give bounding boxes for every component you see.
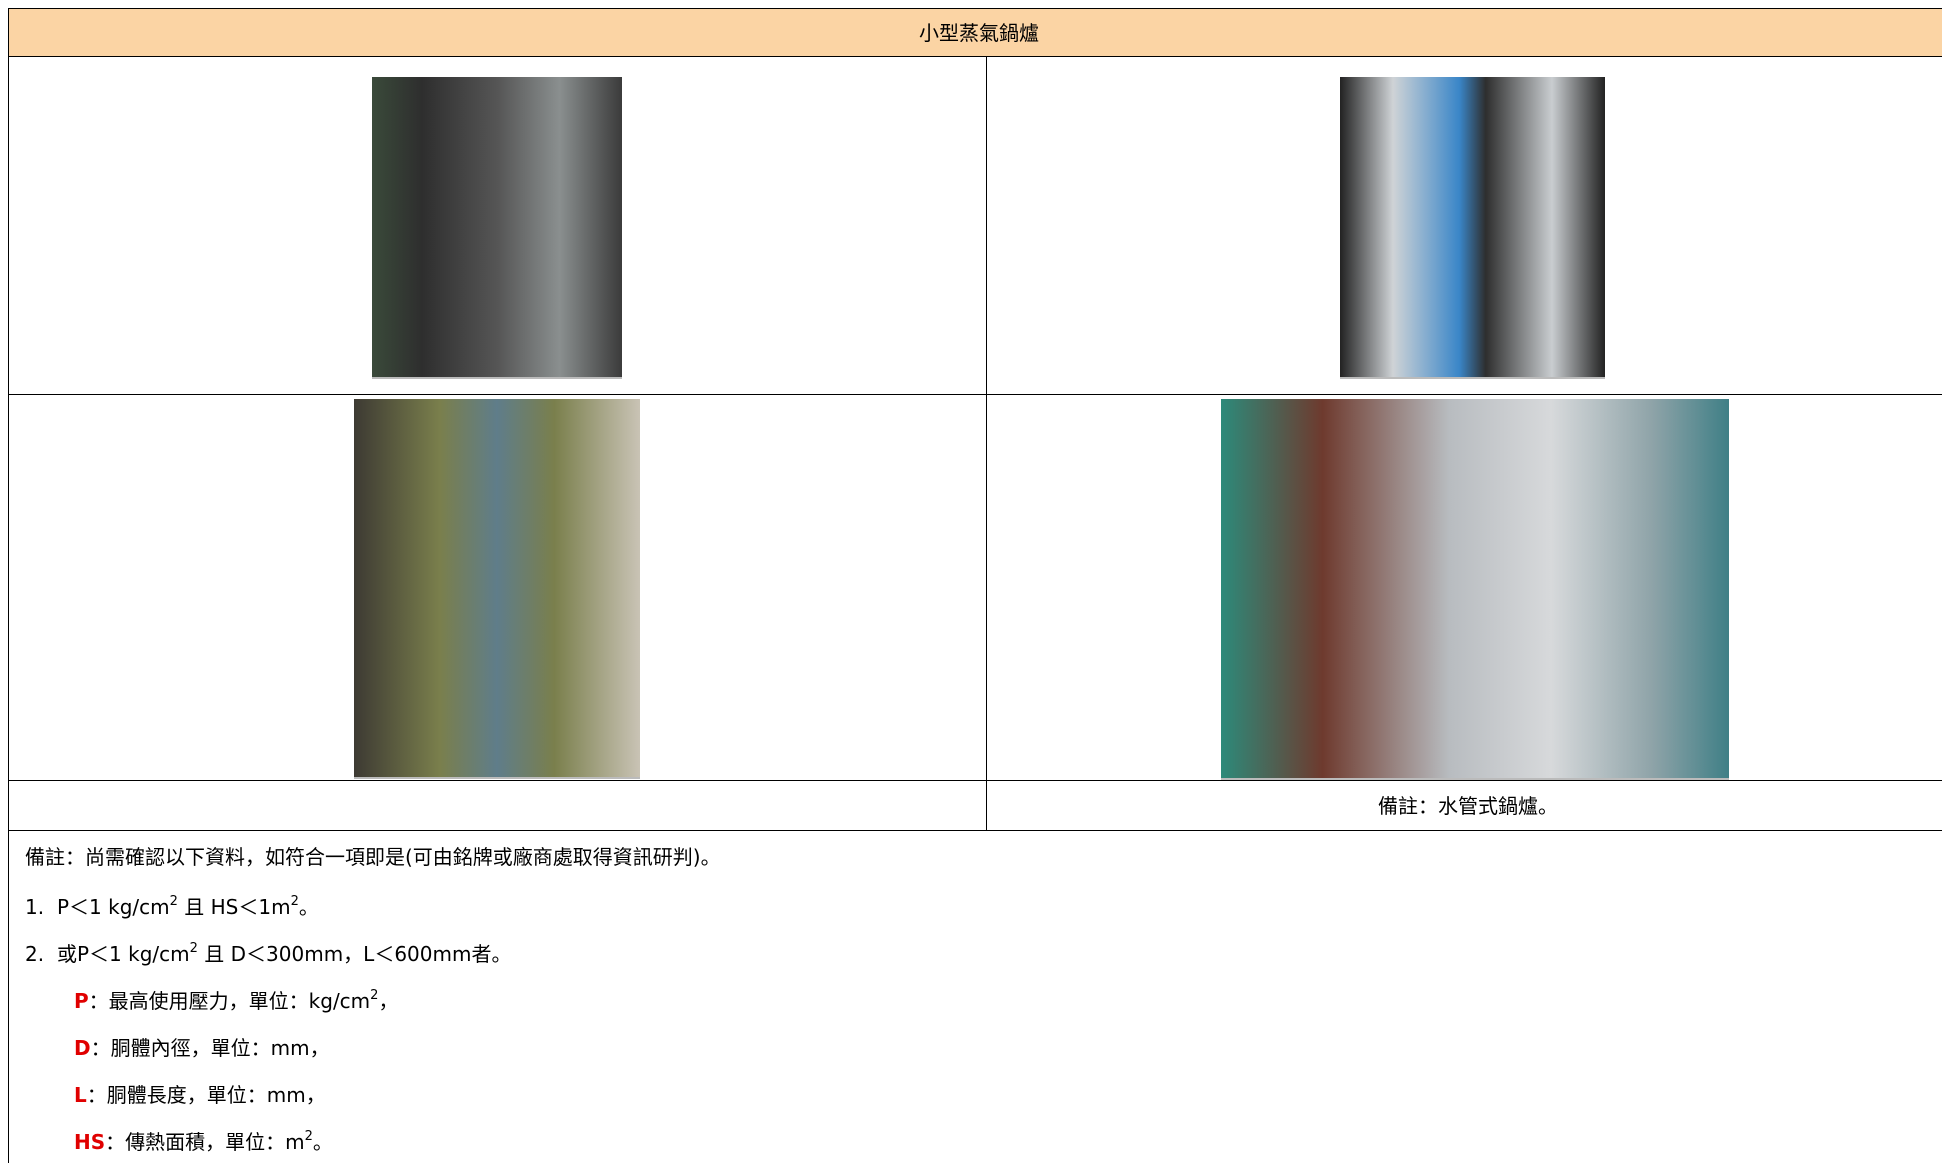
photo — [1221, 399, 1729, 780]
text-part: 。 — [298, 895, 319, 919]
header-cell: 小型蒸氣鍋爐 — [8, 8, 1942, 57]
note-item: 2. 或P＜1 kg/cm2 且 D＜300mm，L＜600mm者。 — [25, 942, 511, 966]
item-number: 2. — [25, 942, 45, 966]
term: HS — [74, 1130, 106, 1154]
superscript: 2 — [169, 894, 178, 909]
table-title: 小型蒸氣鍋爐 — [919, 21, 1039, 45]
photo — [354, 399, 640, 779]
item-number: 1. — [25, 895, 45, 919]
text-part: ：最高使用壓力，單位：kg/cm — [88, 989, 371, 1013]
text-part: 且 HS＜1m — [177, 895, 291, 919]
notes-intro: 備註：尚需確認以下資料，如符合一項即是(可由銘牌或廠商處取得資訊研判)。 — [25, 845, 721, 869]
cell — [8, 780, 987, 831]
text-part: ：胴體長度，單位：mm， — [86, 1083, 326, 1107]
text-part: ， — [378, 989, 399, 1013]
definition: P：最高使用壓力，單位：kg/cm2， — [74, 989, 398, 1013]
photo — [1340, 77, 1605, 379]
text-part: 。 — [312, 1130, 333, 1154]
photo — [372, 77, 622, 379]
term: L — [74, 1083, 87, 1107]
caption: 備註：水管式鍋爐。 — [1378, 794, 1558, 818]
text-part: 或P＜1 kg/cm — [57, 942, 190, 966]
text-part: ：胴體內徑，單位：mm， — [90, 1036, 330, 1060]
definition: D：胴體內徑，單位：mm， — [74, 1036, 330, 1060]
definition: HS：傳熱面積，單位：m2。 — [74, 1130, 333, 1154]
definition: L：胴體長度，單位：mm， — [74, 1083, 326, 1107]
notes-cell — [8, 830, 1942, 1163]
superscript: 2 — [304, 1129, 313, 1144]
term: P — [74, 989, 89, 1013]
term: D — [74, 1036, 91, 1060]
superscript: 2 — [189, 941, 198, 956]
text-part: 且 D＜300mm，L＜600mm者。 — [197, 942, 512, 966]
text-part: ：傳熱面積，單位：m — [105, 1130, 305, 1154]
superscript: 2 — [290, 894, 299, 909]
text-part: P＜1 kg/cm — [57, 895, 170, 919]
superscript: 2 — [370, 988, 379, 1003]
cell: 備註：水管式鍋爐。 — [986, 780, 1942, 831]
note-item: 1. P＜1 kg/cm2 且 HS＜1m2。 — [25, 895, 319, 919]
